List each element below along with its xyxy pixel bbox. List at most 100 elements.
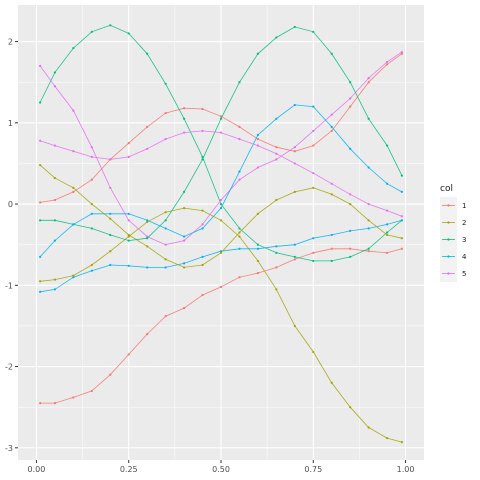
x-tick-label: 0.75 [304,465,322,474]
series-point-4 [146,219,149,222]
series-point-3 [330,259,333,263]
series-point-5 [219,131,223,134]
y-tick-label: 0 [8,200,13,209]
series-point-1 [109,373,112,376]
series-point-4 [238,170,241,173]
series-point-3 [72,46,75,50]
series-point-1 [367,250,370,253]
series-point-1 [312,144,315,147]
series-point-1 [256,137,260,141]
series-point-4 [90,212,93,215]
series-point-2 [53,278,57,281]
series-point-5 [72,109,75,112]
series-point-5 [39,64,42,68]
series-point-3 [312,259,315,263]
series-point-2 [238,231,241,234]
series-point-4 [127,264,130,267]
series-point-4 [53,288,57,291]
series-point-1 [127,353,130,356]
series-point-2 [127,233,130,237]
series-point-5 [201,129,204,133]
axes: 0.00 0.25 0.50 0.75 1.00 2 1 0 -1 -2 -3 [5,38,414,474]
series-point-4 [146,266,149,269]
series-point-4 [201,255,204,258]
series-point-5 [330,113,333,116]
series-point-3 [275,36,278,39]
series-point-4 [39,255,42,258]
series-point-3 [312,30,315,33]
series-point-3 [367,117,370,120]
series-point-3 [53,71,57,74]
series-point-1 [201,107,204,111]
gridlines [18,5,424,460]
series-point-3 [90,227,93,230]
series-point-1 [256,272,260,275]
y-tick-label: 2 [8,38,13,47]
series-point-4 [293,103,296,107]
series-point-3 [146,52,149,55]
series-point-5 [293,146,296,149]
series-point-4 [90,269,93,272]
series-point-2 [330,381,333,384]
series-point-1 [182,107,186,110]
legend-key-point [447,238,450,241]
series-point-5 [312,172,315,175]
series-point-4 [219,207,223,210]
series-point-1 [182,306,186,310]
series-point-5 [201,223,204,226]
series-point-1 [275,146,278,149]
legend-key-point [447,272,450,275]
series-point-3 [385,231,389,234]
series-point-1 [201,293,204,297]
series-point-4 [39,290,42,293]
x-tick-label: 0.50 [212,465,230,474]
series-point-4 [312,105,315,108]
series-point-5 [164,243,167,246]
series-point-1 [293,150,296,153]
series-point-4 [385,182,389,185]
series-point-2 [293,190,296,193]
series-point-3 [256,52,260,55]
series-point-1 [293,258,296,261]
series-point-5 [90,155,93,159]
series-point-3 [293,25,296,29]
legend-key-point [447,255,450,258]
series-point-2 [127,235,130,238]
series-point-4 [72,223,75,226]
series-point-4 [256,133,260,137]
x-tick-label: 0.00 [28,465,46,474]
series-point-1 [39,201,42,204]
series-point-1 [72,190,75,193]
series-point-2 [275,288,278,291]
series-point-1 [385,63,389,66]
series-point-2 [312,350,315,354]
series-point-2 [146,245,149,248]
series-point-4 [182,235,186,238]
series-point-3 [127,239,130,242]
series-point-3 [349,255,352,258]
series-point-1 [164,111,167,115]
series-point-3 [330,52,333,55]
series-point-5 [367,202,370,206]
series-point-4 [127,212,130,215]
series-lines [39,24,403,444]
series-point-3 [146,237,149,240]
series-point-3 [385,144,389,147]
series-point-4 [201,227,204,230]
series-point-2 [256,212,260,215]
series-point-5 [53,85,57,88]
series-point-2 [312,186,315,189]
series-point-5 [256,166,260,169]
series-point-5 [127,219,130,222]
series-point-2 [182,207,186,210]
series-point-3 [238,81,241,84]
legend-label: 1 [462,202,466,210]
series-point-5 [385,60,389,63]
series-point-5 [293,162,296,165]
series-point-3 [164,82,167,85]
series-point-1 [164,315,167,318]
series-point-3 [400,174,403,177]
series-point-4 [349,229,352,232]
series-point-1 [238,276,241,279]
series-point-4 [349,147,352,150]
